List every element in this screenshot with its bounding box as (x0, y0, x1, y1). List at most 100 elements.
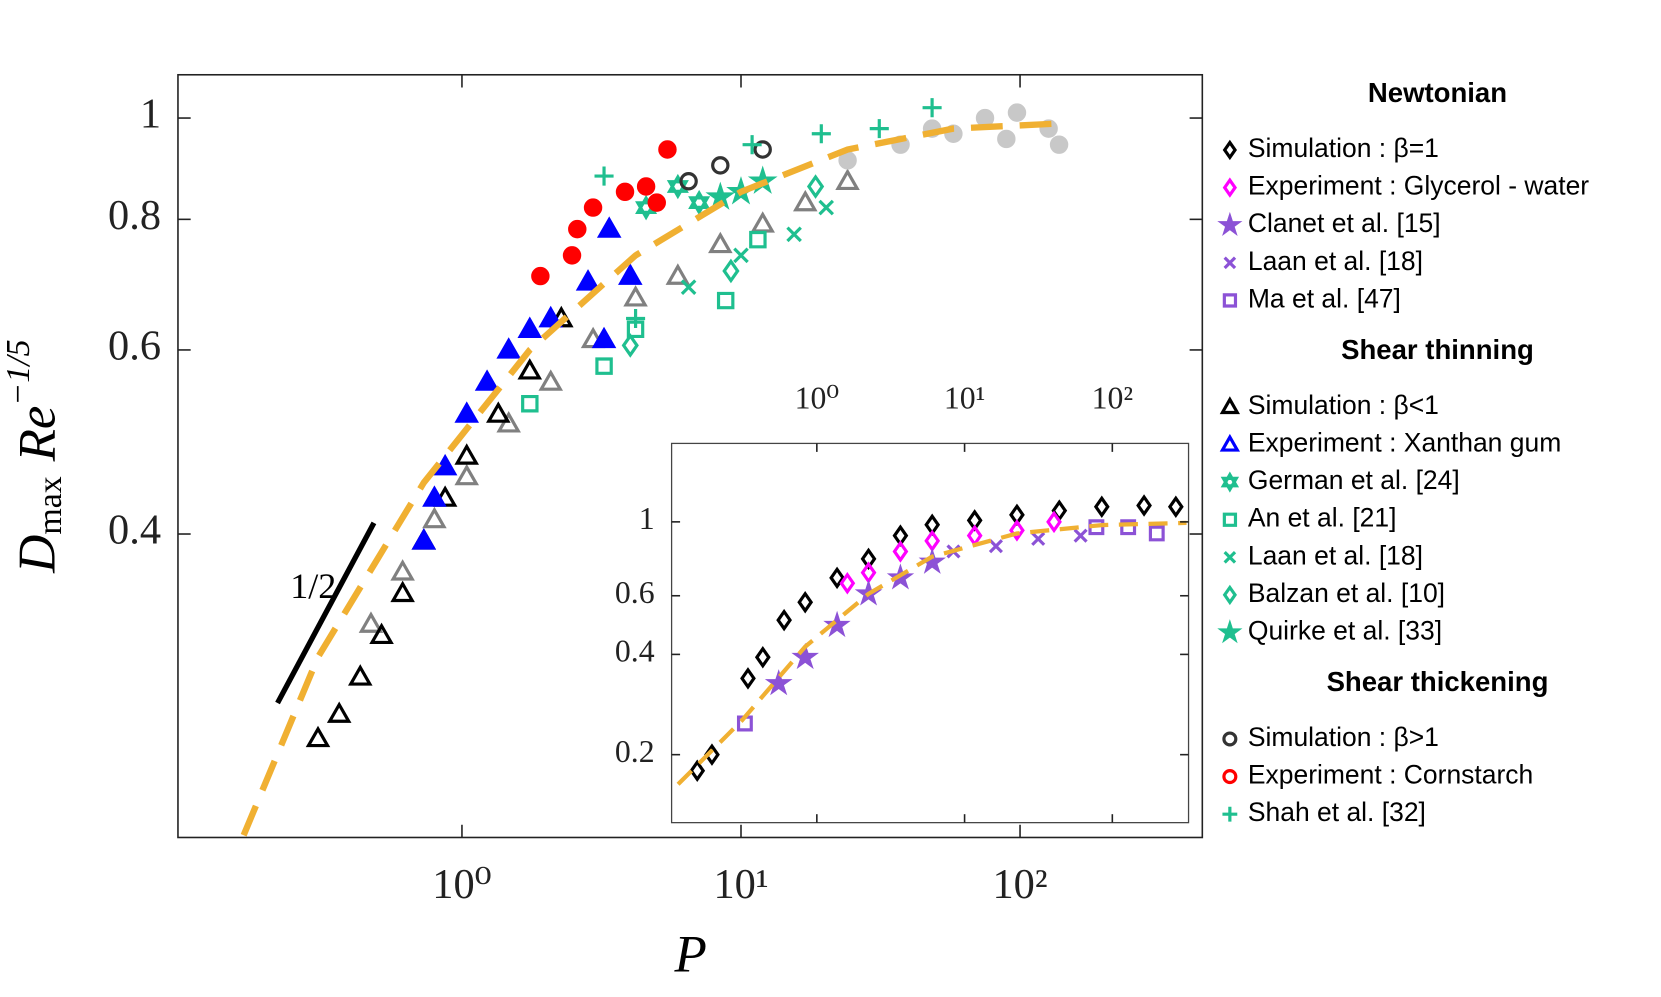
marker (835, 168, 860, 191)
marker (811, 124, 831, 144)
marker (1031, 531, 1046, 546)
x-tick-label: 10² (1092, 380, 1133, 415)
marker (538, 369, 564, 391)
marker (806, 174, 825, 199)
y-tick-label: 1 (140, 91, 161, 138)
marker (562, 246, 582, 265)
marker (818, 199, 835, 216)
marker (615, 182, 635, 202)
marker (326, 701, 352, 723)
marker (496, 337, 521, 359)
legend-label: Balzan et al. [10] (1248, 578, 1445, 608)
slope-annotation: 1/2 (290, 566, 336, 606)
marker (1136, 494, 1152, 517)
fit-line (676, 520, 1187, 786)
marker (390, 559, 415, 581)
marker (369, 622, 394, 645)
marker (1223, 256, 1237, 270)
marker (647, 193, 666, 212)
marker (474, 369, 500, 391)
marker (679, 172, 698, 191)
legend-label: Quirke et al. [33] (1248, 616, 1442, 646)
marker (742, 135, 762, 155)
x-tick-label: 10⁰ (795, 380, 840, 415)
marker (829, 566, 845, 590)
marker (1219, 433, 1241, 452)
marker (1222, 293, 1238, 308)
legend-header: Newtonian (1368, 77, 1507, 108)
y-label-part: D (9, 535, 67, 574)
x-tick-label: 10² (993, 861, 1048, 908)
marker (596, 216, 622, 238)
legend-label: Laan et al. [18] (1248, 540, 1423, 570)
marker (1167, 495, 1184, 519)
marker (411, 528, 437, 550)
marker (776, 608, 792, 632)
marker (1222, 177, 1237, 198)
marker (1222, 512, 1238, 527)
marker (538, 305, 564, 328)
marker (1148, 525, 1165, 542)
y-tick-label: 0.4 (108, 507, 161, 554)
slope-line (275, 521, 377, 705)
inset-data (676, 494, 1187, 786)
legend-header: Shear thickening (1327, 666, 1549, 697)
marker (869, 119, 889, 139)
x-axis-label: P (673, 925, 706, 983)
y-tick-label: 0.6 (108, 323, 161, 370)
y-tick-label: 0.6 (615, 575, 655, 610)
marker (749, 230, 767, 249)
marker (680, 279, 697, 295)
legend-header: Shear thinning (1341, 334, 1534, 365)
marker (689, 759, 706, 782)
marker (521, 395, 539, 413)
marker (708, 231, 733, 254)
marker (623, 285, 648, 307)
marker (1120, 519, 1137, 536)
x-tick-label: 10¹ (713, 861, 768, 908)
y-tick-label: 0.2 (615, 734, 655, 769)
marker (793, 189, 818, 212)
marker (997, 129, 1016, 149)
legend-label: Ma et al. [47] (1248, 283, 1401, 313)
marker (486, 401, 511, 423)
marker (591, 326, 617, 349)
marker (823, 610, 851, 638)
marker (1219, 396, 1241, 415)
marker (1073, 528, 1088, 543)
legend-label: Laan et al. [18] (1248, 246, 1423, 276)
legend-label: Experiment : Glycerol - water (1248, 171, 1589, 201)
marker (517, 358, 543, 380)
y-tick-label: 0.8 (108, 192, 161, 239)
marker (454, 443, 480, 465)
marker (791, 642, 819, 670)
y-tick-label: 0.4 (615, 634, 655, 669)
marker (839, 571, 856, 595)
marker (722, 258, 740, 284)
marker (1223, 550, 1237, 564)
legend-label: Clanet et al. [15] (1248, 208, 1441, 238)
legend-label: An et al. [21] (1248, 503, 1397, 533)
marker (1220, 471, 1240, 493)
marker (1088, 519, 1105, 536)
legend-label: Simulation : β<1 (1248, 390, 1439, 420)
marker (1046, 510, 1062, 534)
marker (688, 189, 711, 216)
y-label-part: Re (9, 406, 67, 463)
marker (1217, 619, 1243, 644)
marker (531, 266, 550, 286)
legend-label: Experiment : Xanthan gum (1248, 427, 1561, 457)
marker (454, 463, 480, 486)
y-tick-label: 1 (639, 501, 655, 536)
marker (892, 540, 909, 563)
marker (358, 611, 384, 633)
legend-label: Shah et al. [32] (1248, 797, 1426, 827)
marker (1009, 519, 1025, 542)
marker (764, 669, 793, 696)
marker (348, 664, 373, 686)
x-tick-label: 10⁰ (432, 861, 491, 908)
legend: Newtonian Simulation : β=1 Experiment : Gl… (1217, 77, 1589, 827)
marker (786, 226, 802, 243)
marker (1222, 769, 1238, 785)
